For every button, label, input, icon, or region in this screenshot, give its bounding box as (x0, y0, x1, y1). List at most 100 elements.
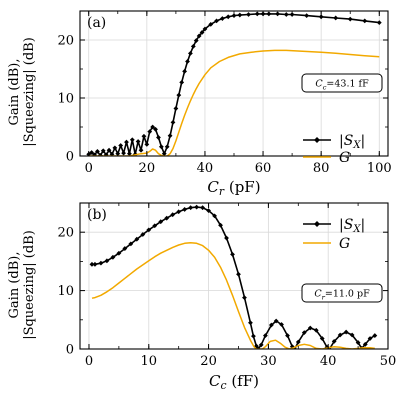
data-point (275, 11, 280, 17)
data-point (135, 139, 141, 144)
data-point (230, 251, 235, 257)
data-point (176, 92, 182, 98)
data-point (262, 333, 268, 338)
data-point (128, 241, 134, 247)
param-box-frame (301, 283, 383, 303)
data-point (242, 295, 247, 301)
data-point (355, 340, 361, 345)
data-point (122, 246, 128, 251)
panel-label: (a) (87, 15, 106, 31)
data-point (236, 271, 241, 277)
data-point (349, 332, 355, 338)
data-point (109, 151, 115, 156)
data-point (231, 13, 237, 19)
data-point (273, 318, 279, 324)
x-tick-label: 100 (367, 161, 392, 176)
data-point (224, 235, 229, 241)
y-tick-label: 20 (57, 34, 74, 49)
series-line (91, 241, 375, 349)
y-tick-label: 0 (66, 150, 74, 165)
data-point (164, 215, 170, 221)
chart-panel-a: 0 20 40 60 80 100 0 10 20 (a) Cr (pF) Gain (dB),|Sq… (7, 10, 392, 198)
data-point (158, 219, 164, 225)
data-point (153, 126, 158, 132)
data-point (200, 205, 206, 211)
data-point (237, 12, 243, 18)
y-axis-label: Gain (dB),|Squeezing| (dB) (7, 230, 37, 340)
data-point (104, 258, 110, 264)
data-point (199, 30, 205, 35)
data-point (347, 16, 353, 22)
series-g (91, 241, 375, 349)
data-point (225, 14, 231, 20)
data-point (313, 327, 319, 333)
data-point (188, 205, 194, 211)
chart-panel-b: 0 10 20 30 40 50 0 10 20 (b) Cc (fF) Gain (dB),|Squ… (7, 202, 396, 392)
data-point (170, 119, 176, 125)
x-tick-label: 20 (139, 161, 156, 176)
data-point (158, 144, 164, 150)
data-point (146, 227, 152, 233)
data-point (150, 124, 156, 130)
x-tick-label: 80 (313, 161, 330, 176)
legend: |SX|G (303, 133, 365, 166)
data-point (176, 209, 182, 215)
data-point (173, 106, 179, 111)
data-point (279, 322, 284, 327)
data-point (251, 333, 256, 339)
data-point (218, 222, 223, 228)
data-point (307, 325, 313, 331)
legend: |SX|G (303, 217, 365, 252)
data-point (337, 332, 343, 338)
panel-label: (b) (87, 207, 107, 223)
y-tick-label: 10 (57, 284, 74, 299)
data-point (89, 261, 95, 267)
data-point (362, 341, 368, 347)
data-point (246, 12, 251, 17)
data-point (285, 333, 290, 338)
data-point (98, 260, 104, 266)
series-line (88, 49, 380, 156)
data-point (103, 152, 109, 156)
data-point (331, 339, 337, 344)
data-point (89, 150, 95, 155)
x-axis-label: Cr (pF) (207, 178, 260, 198)
data-point (100, 148, 106, 154)
param-box-text: Cc=43.1 fF (315, 79, 369, 92)
legend-label: G (339, 236, 350, 252)
data-point (333, 15, 339, 21)
legend-label: |SX| (339, 133, 365, 151)
data-point (156, 135, 161, 140)
data-point (268, 322, 274, 328)
data-point (372, 333, 378, 338)
data-point (110, 254, 116, 260)
param-box-frame (301, 73, 383, 93)
x-tick-label: 40 (320, 354, 337, 369)
data-point (118, 143, 124, 148)
data-point (318, 14, 324, 20)
series-sx (86, 11, 382, 156)
data-point (219, 16, 225, 21)
data-point (190, 43, 196, 49)
param-box-text: Cr=11.0 pF (314, 289, 370, 302)
data-point (126, 151, 132, 156)
data-point (129, 137, 135, 143)
x-tick-label: 0 (85, 354, 93, 369)
data-point (196, 33, 202, 39)
data-point (266, 11, 272, 17)
data-point (185, 59, 190, 64)
data-point (106, 147, 112, 153)
data-point (116, 250, 122, 256)
x-tick-label: 10 (141, 354, 158, 369)
data-point (248, 320, 253, 326)
y-tick-label: 10 (57, 92, 74, 107)
data-point (170, 212, 176, 218)
data-point (343, 329, 349, 335)
legend-label: |SX| (339, 217, 365, 235)
data-point (304, 13, 310, 19)
x-axis-label: Cc (fF) (209, 372, 259, 392)
data-point (164, 144, 170, 150)
series-g (88, 49, 380, 156)
data-point (362, 18, 368, 24)
legend-label: G (339, 150, 350, 166)
